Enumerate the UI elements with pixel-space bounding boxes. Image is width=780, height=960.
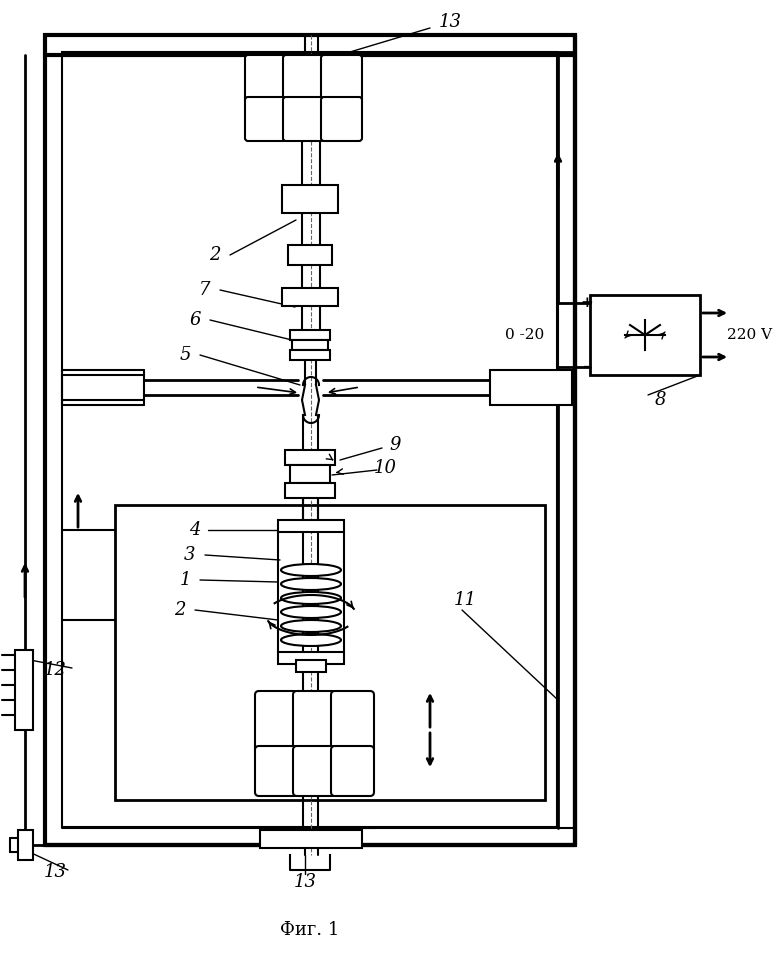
Bar bbox=[288, 245, 332, 265]
Text: 12: 12 bbox=[44, 661, 66, 679]
Bar bbox=[45, 35, 575, 845]
FancyBboxPatch shape bbox=[245, 97, 286, 141]
Text: 1: 1 bbox=[179, 571, 191, 589]
Text: 10: 10 bbox=[374, 459, 396, 477]
FancyBboxPatch shape bbox=[331, 746, 374, 796]
Text: 13: 13 bbox=[44, 863, 66, 881]
Bar bbox=[285, 450, 335, 465]
Text: 220 V: 220 V bbox=[728, 328, 772, 342]
Text: Фиг. 1: Фиг. 1 bbox=[280, 921, 339, 939]
Text: +: + bbox=[580, 296, 594, 310]
FancyBboxPatch shape bbox=[321, 55, 362, 103]
Text: 0 -20: 0 -20 bbox=[505, 328, 544, 342]
FancyBboxPatch shape bbox=[321, 97, 362, 141]
Bar bbox=[285, 483, 335, 498]
Text: 11: 11 bbox=[453, 591, 477, 609]
Bar bbox=[278, 652, 344, 664]
Text: 13: 13 bbox=[438, 13, 462, 31]
FancyBboxPatch shape bbox=[293, 746, 336, 796]
Text: 5: 5 bbox=[179, 346, 191, 364]
Ellipse shape bbox=[281, 564, 341, 576]
Text: 9: 9 bbox=[389, 436, 401, 454]
Text: 8: 8 bbox=[654, 391, 666, 409]
FancyBboxPatch shape bbox=[331, 691, 374, 754]
Bar bbox=[290, 330, 330, 340]
Bar bbox=[290, 465, 330, 483]
Bar bbox=[290, 350, 330, 360]
Bar bbox=[282, 185, 338, 213]
Bar bbox=[115, 505, 545, 800]
Text: 2: 2 bbox=[209, 246, 221, 264]
Bar bbox=[296, 660, 326, 672]
Bar bbox=[260, 830, 362, 848]
FancyBboxPatch shape bbox=[245, 55, 286, 103]
FancyBboxPatch shape bbox=[255, 691, 298, 754]
FancyBboxPatch shape bbox=[293, 691, 336, 754]
Ellipse shape bbox=[281, 620, 341, 632]
Text: 13: 13 bbox=[293, 873, 317, 891]
Bar bbox=[18, 830, 33, 860]
Bar bbox=[15, 650, 33, 730]
Ellipse shape bbox=[281, 578, 341, 590]
Ellipse shape bbox=[281, 606, 341, 618]
Text: 2: 2 bbox=[174, 601, 186, 619]
Bar bbox=[62, 52, 557, 827]
Bar bbox=[490, 370, 572, 405]
FancyBboxPatch shape bbox=[283, 55, 324, 103]
Text: -: - bbox=[583, 358, 591, 376]
FancyBboxPatch shape bbox=[283, 97, 324, 141]
Ellipse shape bbox=[281, 634, 341, 646]
Bar bbox=[292, 340, 328, 350]
Text: 4: 4 bbox=[190, 521, 200, 539]
Bar bbox=[282, 288, 338, 306]
Bar bbox=[278, 520, 344, 532]
Text: 7: 7 bbox=[199, 281, 211, 299]
Bar bbox=[590, 295, 700, 375]
FancyBboxPatch shape bbox=[255, 746, 298, 796]
Ellipse shape bbox=[281, 592, 341, 604]
Text: 3: 3 bbox=[184, 546, 196, 564]
Text: 6: 6 bbox=[190, 311, 200, 329]
